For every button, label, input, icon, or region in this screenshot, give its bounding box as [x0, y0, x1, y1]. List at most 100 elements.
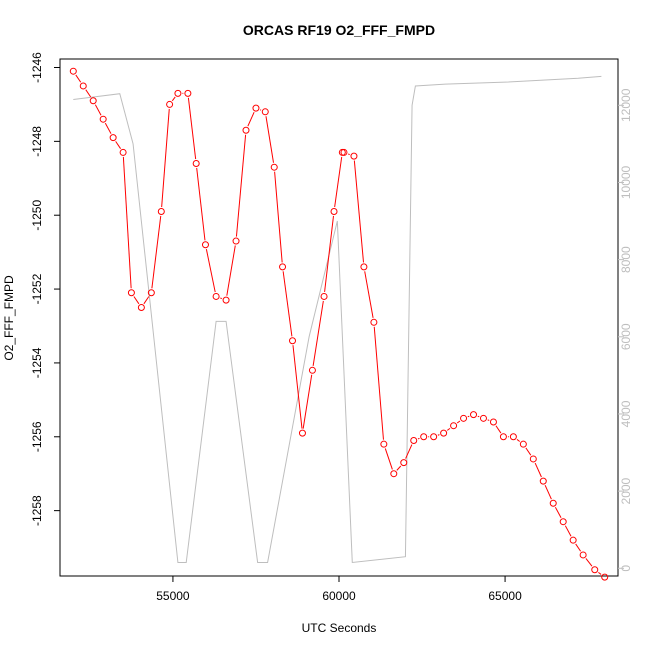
- data-point: [380, 440, 388, 448]
- primary-series-segment: [348, 153, 350, 156]
- y2-tick-label: 0: [619, 565, 633, 572]
- primary-series-segment: [115, 141, 122, 149]
- primary-series-segment: [220, 297, 223, 300]
- y-tick-label: -1256: [30, 421, 44, 452]
- data-point: [601, 573, 609, 581]
- x-axis: 55000 60000 65000: [156, 576, 522, 603]
- data-point: [549, 499, 557, 507]
- primary-series-segment: [205, 249, 216, 293]
- data-point: [289, 337, 296, 345]
- primary-series-segment: [161, 108, 170, 208]
- data-point: [320, 292, 328, 300]
- data-point: [174, 89, 182, 97]
- x-axis-label: UTC Seconds: [302, 621, 377, 635]
- y-axis-right: 0 2000 4000 6000 8000 10000 12000: [618, 88, 633, 572]
- primary-series-segment: [187, 97, 197, 160]
- primary-series-segment: [487, 419, 490, 421]
- primary-series-segment: [575, 543, 582, 552]
- secondary-series: [73, 75, 602, 564]
- data-point: [201, 241, 209, 249]
- primary-series-segment: [282, 271, 293, 337]
- primary-series-segment: [446, 427, 451, 431]
- data-point: [270, 163, 278, 171]
- data-point: [569, 536, 577, 544]
- data-point: [119, 148, 127, 156]
- primary-series-segment: [384, 448, 393, 470]
- primary-series-segment: [516, 439, 521, 442]
- data-point: [192, 160, 200, 168]
- y-axis-left: -1258 -1256 -1254 -1252 -1250 -1248 -1246: [30, 52, 60, 526]
- data-point: [261, 108, 269, 116]
- primary-series-segment: [171, 96, 176, 102]
- primary-series-segment: [247, 112, 255, 127]
- data-point: [222, 296, 230, 304]
- primary-series: [69, 67, 609, 581]
- primary-series-segment: [235, 134, 247, 237]
- primary-series-segment: [334, 156, 343, 208]
- primary-series-segment: [405, 444, 413, 459]
- primary-series-segment: [544, 484, 552, 500]
- primary-series-segment: [143, 296, 150, 305]
- data-point: [460, 414, 468, 422]
- y-tick-label: -1248: [30, 126, 44, 157]
- primary-series-segment: [554, 506, 562, 518]
- primary-series-segment: [85, 89, 92, 98]
- primary-series-segment: [467, 415, 470, 418]
- data-point: [137, 304, 145, 312]
- primary-series-segment: [598, 571, 602, 575]
- primary-series-segment: [417, 437, 420, 440]
- primary-series-segment: [265, 116, 275, 163]
- y2-tick-label: 2000: [619, 477, 633, 504]
- x-tick-label: 60000: [322, 589, 356, 603]
- data-point: [410, 436, 418, 444]
- primary-series-segment: [151, 215, 162, 289]
- y2-tick-label: 4000: [619, 400, 633, 427]
- primary-series-segment: [525, 447, 532, 456]
- primary-series-segment: [122, 156, 132, 289]
- data-point: [479, 414, 487, 422]
- primary-series-segment: [585, 558, 593, 567]
- primary-series-segment: [396, 465, 402, 471]
- data-point: [298, 429, 306, 437]
- y-tick-label: -1258: [30, 495, 44, 526]
- data-point: [99, 115, 107, 123]
- primary-series-segment: [133, 296, 140, 305]
- data-point: [166, 100, 174, 108]
- data-point: [450, 422, 458, 430]
- primary-series-segment: [226, 245, 236, 296]
- primary-series-segment: [373, 326, 384, 440]
- data-point: [232, 237, 240, 245]
- data-point: [519, 440, 527, 448]
- primary-series-segment: [477, 415, 480, 418]
- data-point: [430, 433, 438, 441]
- data-point: [390, 470, 398, 478]
- data-point: [400, 459, 408, 467]
- primary-series-segment: [324, 215, 334, 293]
- data-point: [470, 411, 478, 419]
- data-point: [420, 433, 428, 441]
- data-point: [157, 208, 165, 216]
- data-point: [212, 292, 220, 300]
- data-point: [147, 289, 155, 297]
- y-tick-label: -1254: [30, 347, 44, 378]
- data-point: [579, 551, 587, 559]
- data-point: [489, 418, 497, 426]
- data-point: [109, 134, 117, 142]
- data-point: [440, 429, 448, 437]
- data-point: [499, 433, 507, 441]
- data-point: [340, 148, 348, 156]
- data-point: [591, 566, 599, 574]
- primary-series-segment: [196, 167, 206, 241]
- data-point: [350, 152, 358, 160]
- data-point: [89, 97, 97, 105]
- data-point: [539, 477, 547, 485]
- y2-tick-label: 12000: [619, 88, 633, 122]
- primary-series-segment: [564, 525, 572, 537]
- data-point: [330, 208, 338, 216]
- primary-series-segment: [437, 434, 440, 436]
- primary-series-segment: [302, 374, 313, 429]
- data-point: [279, 263, 287, 271]
- y-tick-label: -1246: [30, 52, 44, 83]
